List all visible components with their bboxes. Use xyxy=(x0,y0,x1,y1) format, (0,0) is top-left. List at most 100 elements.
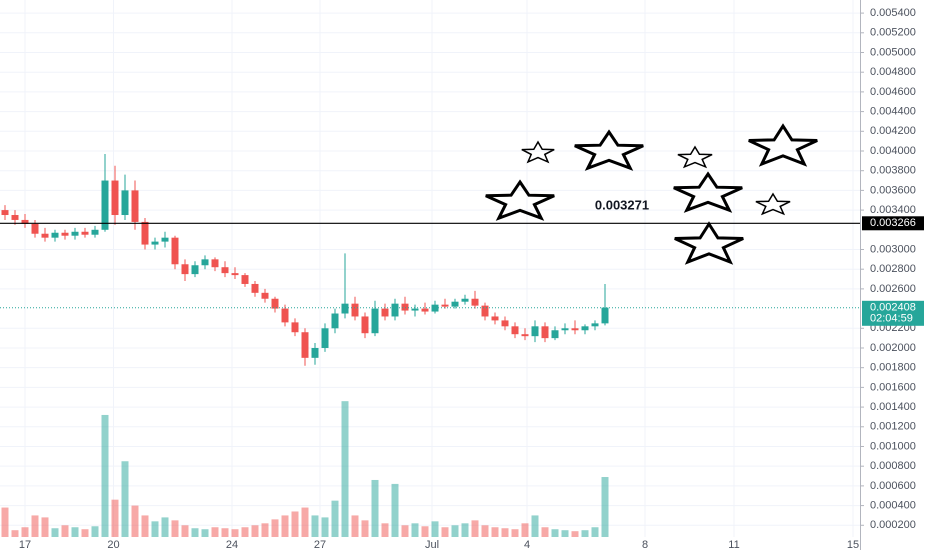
volume-bar xyxy=(581,530,589,537)
volume-bar xyxy=(71,527,79,537)
volume-bar xyxy=(561,530,569,537)
line-layer xyxy=(0,222,860,309)
candle-body xyxy=(481,305,489,317)
axes: 0.000200 0.000400 0.000600 0.000800 0.001000… xyxy=(19,7,924,550)
candle-body xyxy=(11,215,19,220)
volume-bar xyxy=(471,520,479,537)
volume-bar xyxy=(211,527,219,537)
candle-body xyxy=(351,303,359,317)
candle-body xyxy=(471,298,479,306)
candle-body xyxy=(81,231,89,235)
y-tick-label: 0.005400 xyxy=(870,7,916,19)
star xyxy=(748,123,818,167)
x-tick-label: 24 xyxy=(226,539,238,550)
volume-bar xyxy=(61,525,69,537)
y-tick-label: 0.000400 xyxy=(870,499,916,511)
volume-layer xyxy=(1,401,609,537)
hline-label-box xyxy=(862,216,924,231)
y-tick-label: 0.004600 xyxy=(870,86,916,98)
volume-bar xyxy=(91,526,99,537)
candle-body xyxy=(371,308,379,334)
candle-body xyxy=(101,180,109,230)
volume-bar xyxy=(101,414,109,537)
volume-bar xyxy=(131,505,139,537)
volume-bar xyxy=(501,528,509,537)
star xyxy=(674,221,744,265)
candle-body xyxy=(331,313,339,329)
candle-body xyxy=(141,221,149,245)
candle-body xyxy=(41,233,49,238)
y-tick-label: 0.001000 xyxy=(870,440,916,452)
y-tick-label: 0.004800 xyxy=(870,66,916,78)
volume-bar xyxy=(191,528,199,537)
candle-body xyxy=(581,326,589,331)
volume-bar xyxy=(451,525,459,537)
volume-bar xyxy=(201,529,209,537)
candle-body xyxy=(381,308,389,317)
candle-body xyxy=(241,275,249,284)
volume-bar xyxy=(241,527,249,537)
candle-body xyxy=(111,180,119,216)
candle-body xyxy=(201,259,209,266)
volume-bar xyxy=(411,523,419,537)
volume-bar xyxy=(311,515,319,537)
candle-body xyxy=(191,265,199,275)
candle-body xyxy=(601,307,609,324)
candle-body xyxy=(151,241,159,245)
y-tick-label: 0.001400 xyxy=(870,401,916,413)
volume-bar xyxy=(301,507,309,537)
y-tick-label: 0.001200 xyxy=(870,421,916,433)
x-tick-label: 8 xyxy=(642,539,648,550)
volume-bar xyxy=(341,401,349,537)
y-tick-label: 0.001600 xyxy=(870,381,916,393)
volume-bar xyxy=(171,520,179,537)
volume-bar xyxy=(531,515,539,537)
volume-bar xyxy=(511,529,519,537)
candle-body xyxy=(341,303,349,314)
candle-body xyxy=(411,308,419,311)
y-tick-label: 0.004200 xyxy=(870,125,916,137)
candle-body xyxy=(401,303,409,311)
y-tick-label: 0.004000 xyxy=(870,145,916,157)
star xyxy=(574,129,644,171)
volume-bar xyxy=(111,499,119,537)
volume-bar xyxy=(431,521,439,537)
volume-bar xyxy=(291,511,299,537)
last-price-label: 0.002408 xyxy=(870,302,916,314)
volume-bar xyxy=(41,517,49,537)
volume-bar xyxy=(261,523,269,537)
y-tick-label: 0.003600 xyxy=(870,184,916,196)
volume-bar xyxy=(591,527,599,537)
candle-body xyxy=(321,328,329,348)
candle-body xyxy=(461,298,469,302)
candle-body xyxy=(121,190,129,216)
star xyxy=(485,179,555,221)
volume-bar xyxy=(181,525,189,537)
volume-bar xyxy=(251,525,259,537)
y-tick-label: 0.005200 xyxy=(870,27,916,39)
volume-bar xyxy=(491,527,499,537)
y-tick-label: 0.000800 xyxy=(870,460,916,472)
candle-body xyxy=(291,322,299,333)
candle-body xyxy=(161,237,169,242)
volume-bar xyxy=(371,479,379,537)
x-tick-label: 27 xyxy=(314,539,326,550)
candle-body xyxy=(491,316,499,321)
candle-body xyxy=(541,326,549,339)
countdown: 02:04:59 xyxy=(870,313,913,325)
candle-body xyxy=(591,323,599,327)
volume-bar xyxy=(361,520,369,537)
candle-body xyxy=(281,308,289,323)
volume-bar xyxy=(161,517,169,537)
candle-body xyxy=(551,330,559,339)
y-tick-label: 0.003400 xyxy=(870,204,916,216)
candle-body xyxy=(181,264,189,275)
candle-body xyxy=(501,320,509,327)
volume-bar xyxy=(231,529,239,537)
y-tick-label: 0.000200 xyxy=(870,519,916,531)
y-tick-label: 0.005000 xyxy=(870,46,916,58)
y-tick-label: 0.003800 xyxy=(870,165,916,177)
y-tick-label: 0.000600 xyxy=(870,480,916,492)
volume-bar xyxy=(401,525,409,537)
